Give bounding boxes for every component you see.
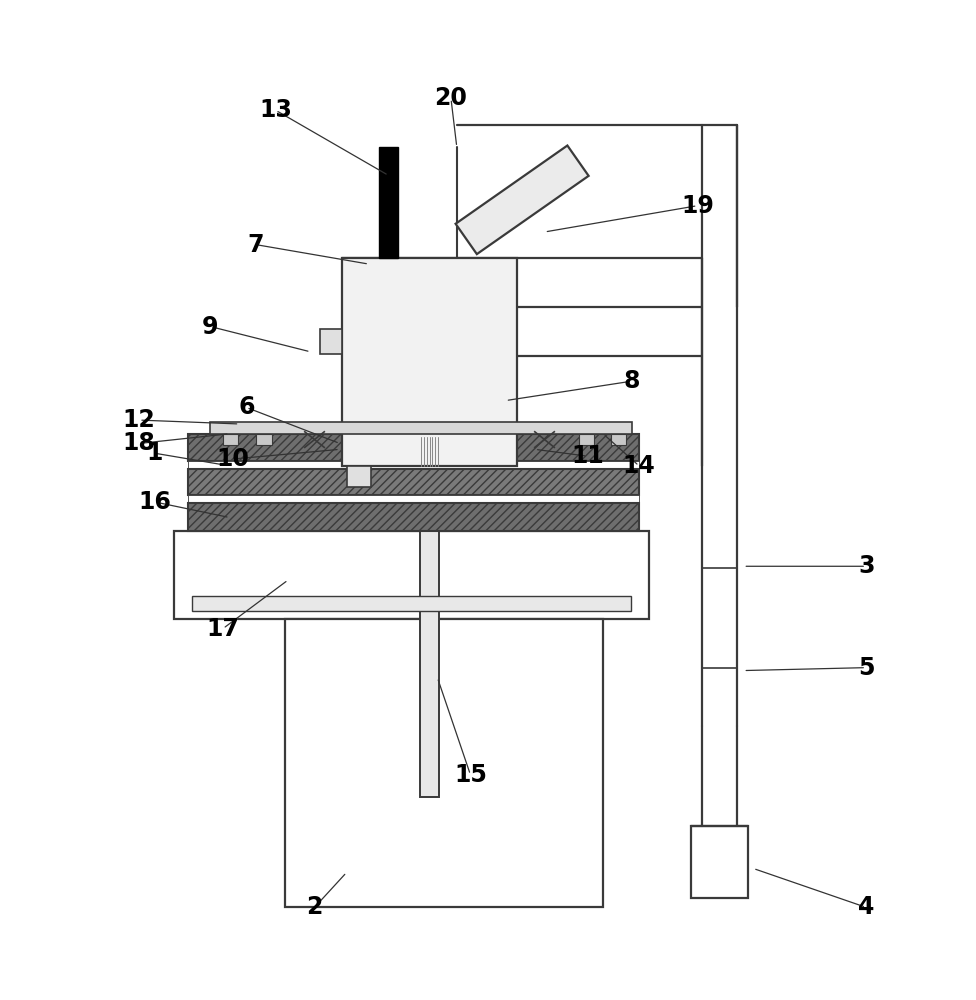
Text: 13: 13 [259,98,292,122]
Text: 12: 12 [123,408,155,432]
Bar [223,434,238,445]
Bar [691,826,749,898]
Text: 5: 5 [858,656,874,680]
Bar [342,258,517,466]
Bar [379,147,398,258]
Bar [579,434,594,445]
Bar [174,531,649,619]
Text: 15: 15 [454,763,487,787]
Text: 7: 7 [248,233,264,257]
Bar [420,466,439,797]
Bar [187,434,639,461]
Bar [187,503,639,531]
Text: 9: 9 [202,315,219,339]
Bar [256,434,271,445]
Text: 19: 19 [681,194,714,218]
Text: 6: 6 [238,395,255,419]
Text: 14: 14 [623,454,656,478]
Bar [285,619,603,907]
Text: 18: 18 [123,431,155,455]
Text: 2: 2 [306,895,323,919]
Bar [320,329,342,354]
Bar [210,422,632,434]
Text: 4: 4 [858,895,874,919]
Bar [191,596,631,611]
Text: 16: 16 [139,490,171,514]
Polygon shape [456,146,589,254]
Bar [611,434,627,445]
Text: 1: 1 [146,441,163,465]
Bar [187,461,639,469]
Bar [346,466,371,487]
Text: 20: 20 [434,86,468,110]
Bar [187,469,639,495]
Text: 11: 11 [571,444,604,468]
Text: 3: 3 [858,554,874,578]
Text: 8: 8 [624,369,640,393]
Text: 17: 17 [207,617,239,641]
Bar [187,495,639,503]
Text: 10: 10 [217,447,249,471]
